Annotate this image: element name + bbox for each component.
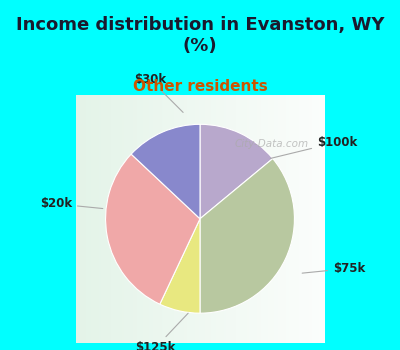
Wedge shape [200,159,294,313]
Text: Income distribution in Evanston, WY
(%): Income distribution in Evanston, WY (%) [16,16,384,55]
Text: City-Data.com: City-Data.com [234,139,309,149]
Text: $75k: $75k [302,262,365,275]
Text: $30k: $30k [134,73,183,112]
Text: $100k: $100k [270,136,357,159]
Wedge shape [106,154,200,304]
Text: $20k: $20k [40,197,103,210]
Wedge shape [200,124,273,219]
Wedge shape [131,124,200,219]
Text: $125k: $125k [135,313,188,350]
Text: Other residents: Other residents [133,79,267,94]
Wedge shape [160,219,200,313]
